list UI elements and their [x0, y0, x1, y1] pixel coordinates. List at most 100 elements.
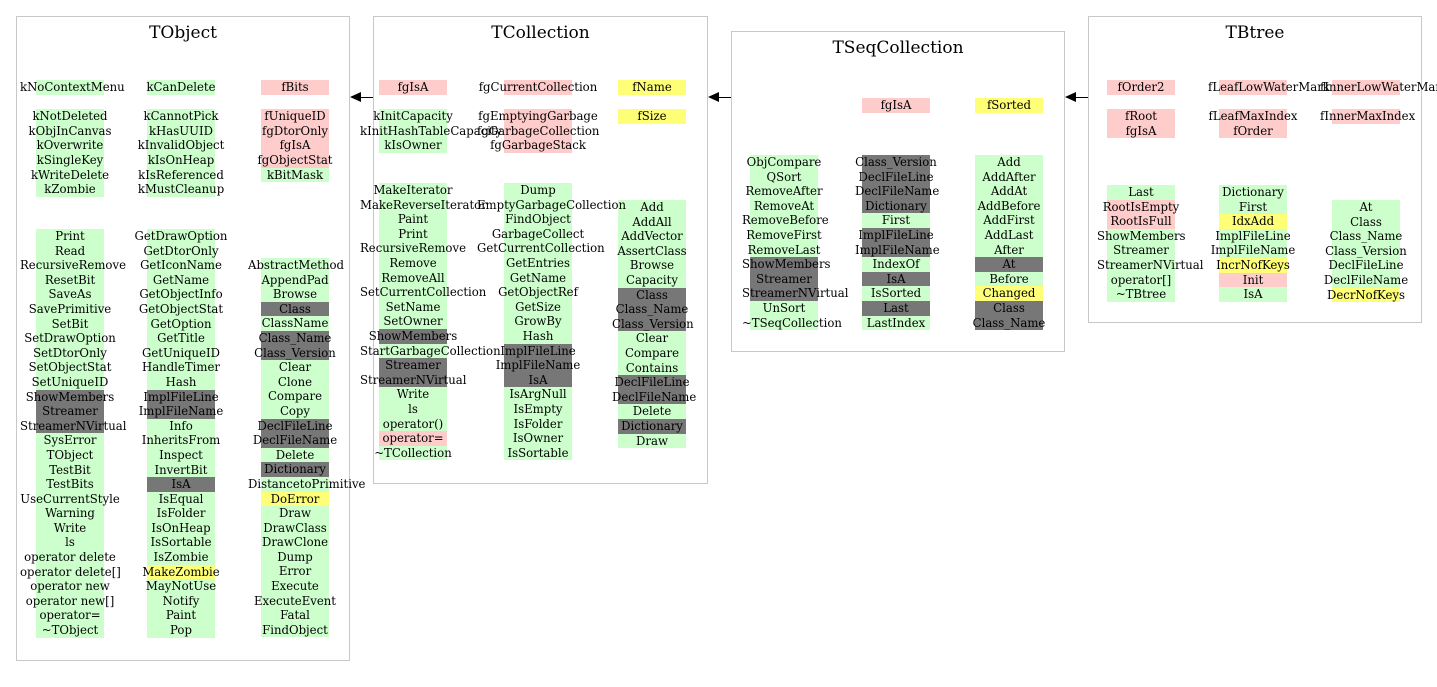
member-highlight	[975, 286, 1043, 301]
member-item: DeclFileName	[612, 389, 696, 405]
member-item: RemoveAll	[360, 270, 466, 286]
member-label: IsSortable	[150, 535, 212, 550]
member-label: SetCurrentCollection	[360, 285, 487, 300]
member-label: kIsReferenced	[138, 167, 224, 182]
member-item: DeclFileLine	[855, 169, 937, 185]
member-label: ImplFileName	[1210, 243, 1296, 258]
member-label: Class_Version	[612, 316, 694, 331]
member-item: AddAt	[968, 184, 1050, 199]
member-highlight	[147, 535, 215, 551]
member-highlight	[504, 255, 572, 271]
member-item: After	[968, 242, 1050, 258]
member-highlight	[1219, 228, 1287, 244]
member-label: kCanDelete	[146, 80, 216, 94]
member-label: AddAt	[990, 184, 1028, 199]
member-label: SaveAs	[48, 287, 92, 302]
member-label: Error	[278, 564, 312, 579]
member-item: DrawClass	[248, 520, 342, 536]
member-highlight	[975, 184, 1043, 199]
member-item: fgIsA	[1097, 123, 1185, 139]
member-item: IsOnHeap	[126, 520, 236, 536]
member-highlight	[379, 431, 447, 446]
member-label: fgIsA	[1125, 123, 1157, 138]
member-item: fgDtorOnly	[248, 123, 342, 139]
member-label: SetOwner	[383, 314, 443, 329]
member-item: operator=	[360, 431, 466, 446]
member-highlight	[36, 389, 104, 405]
member-highlight	[750, 315, 818, 331]
member-label: Class_Version	[855, 155, 937, 169]
member-label: DoError	[270, 491, 320, 506]
member-item: Clone	[248, 374, 342, 390]
member-item: ls	[20, 535, 120, 551]
member-label: Write	[53, 520, 87, 535]
member-label: Streamer	[756, 271, 812, 286]
member-highlight	[261, 360, 329, 375]
member-highlight	[1107, 243, 1175, 258]
member-item: DistancetoPrimitive	[248, 476, 365, 492]
member-item: ~TObject	[20, 623, 120, 638]
member-label: kOverwrite	[36, 138, 104, 153]
member-label: Read	[54, 243, 86, 258]
member-highlight	[975, 169, 1043, 185]
member-item: HandleTimer	[126, 360, 236, 375]
member-highlight	[618, 80, 686, 95]
member-highlight	[379, 445, 447, 461]
member-highlight	[862, 286, 930, 301]
member-highlight	[147, 360, 215, 375]
member-highlight	[379, 123, 447, 139]
member-item: Info	[126, 418, 236, 434]
member-item: LastIndex	[855, 315, 937, 331]
member-highlight	[36, 182, 104, 197]
member-item: Capacity	[612, 272, 692, 288]
member-item: SetOwner	[360, 314, 466, 329]
member-label: GetIconName	[140, 258, 222, 273]
member-label: Hash	[522, 328, 554, 343]
member-label: Add	[997, 155, 1021, 169]
member-highlight	[1107, 228, 1175, 244]
member-item: fInnerMaxIndex	[1320, 109, 1415, 124]
member-highlight	[261, 447, 329, 463]
member-label: GetUniqueID	[142, 345, 220, 360]
member-label: FindObject	[505, 212, 571, 227]
member-item: Hash	[126, 374, 236, 390]
member-item: Write	[360, 387, 466, 402]
member-label: Class	[636, 287, 668, 302]
member-spacer	[612, 95, 692, 110]
member-item: DeclFileLine	[612, 375, 692, 390]
member-label: Hash	[165, 374, 197, 389]
member-item: ObjCompare	[742, 155, 826, 170]
member-item: IsFolder	[477, 416, 599, 432]
member-item: kNotDeleted	[20, 109, 120, 124]
member-item: Class	[612, 287, 692, 303]
member-spacer	[20, 95, 120, 110]
member-item: Inspect	[126, 447, 236, 463]
member-label: GetName	[152, 272, 210, 287]
member-highlight	[147, 623, 215, 638]
member-highlight	[147, 520, 215, 536]
member-item: kIsOwner	[360, 138, 466, 153]
member-highlight	[1107, 272, 1175, 288]
member-label: kBitMask	[266, 167, 324, 182]
member-item: AbstractMethod	[248, 258, 344, 273]
member-label: RemoveLast	[747, 242, 821, 257]
member-item: RemoveAt	[742, 198, 826, 214]
member-item: SaveAs	[20, 287, 120, 302]
member-item: GetUniqueID	[126, 345, 236, 361]
member-item: GetSize	[477, 299, 599, 315]
member-item: IsSortable	[126, 535, 236, 551]
member-highlight	[975, 271, 1043, 287]
class-title: TSeqCollection	[832, 38, 964, 58]
inheritance-arrow	[708, 92, 731, 102]
member-label: IsZombie	[153, 550, 209, 565]
member-label: kMustCleanup	[137, 182, 225, 197]
member-label: Delete	[632, 404, 672, 419]
member-highlight	[147, 374, 215, 390]
member-item: GetDtorOnly	[126, 243, 236, 259]
member-label: SetDrawOption	[24, 331, 116, 346]
member-item: GetOption	[126, 316, 236, 332]
member-highlight	[1332, 109, 1400, 124]
member-highlight	[504, 226, 572, 242]
member-highlight	[862, 315, 930, 331]
member-label: operator new[]	[25, 593, 115, 608]
